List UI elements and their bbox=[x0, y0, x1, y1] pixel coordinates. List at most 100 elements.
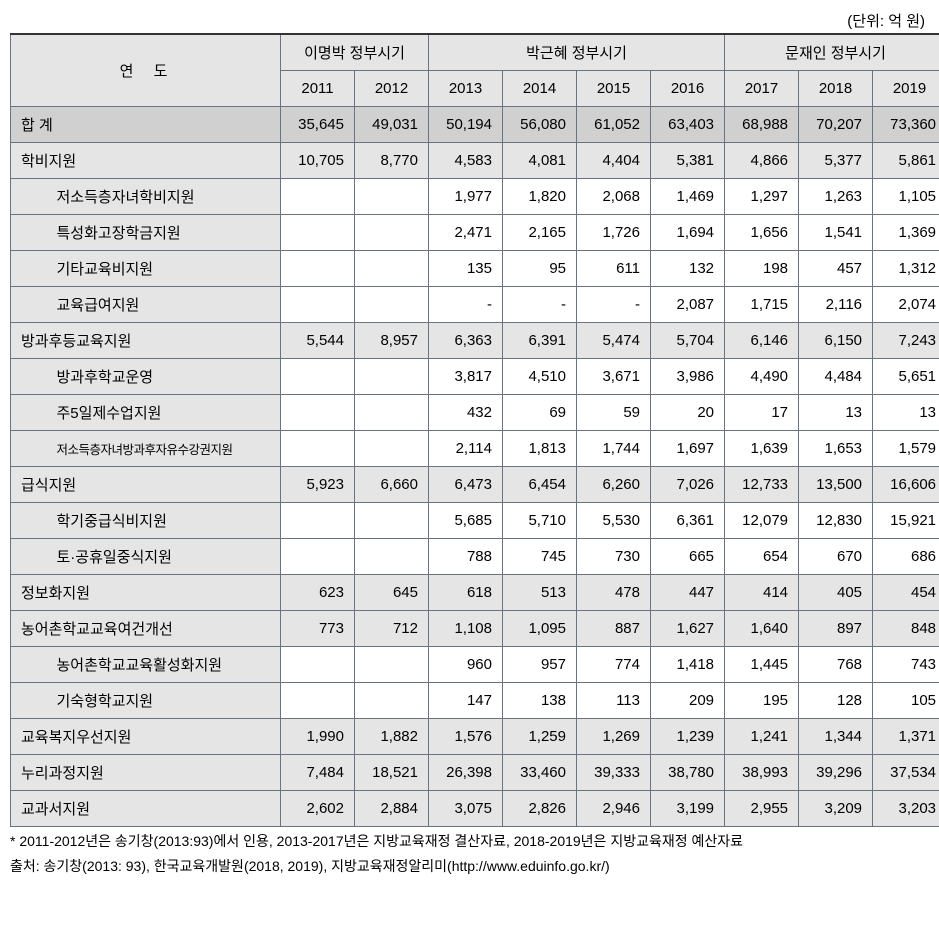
data-cell: 6,150 bbox=[799, 322, 873, 358]
data-cell: 5,685 bbox=[429, 502, 503, 538]
year-column-header: 2018 bbox=[799, 70, 873, 106]
indent-spacer bbox=[11, 286, 51, 322]
data-cell: 1,369 bbox=[873, 214, 939, 250]
data-cell: 2,116 bbox=[799, 286, 873, 322]
table-row: 농어촌학교교육여건개선7737121,1081,0958871,6271,640… bbox=[11, 610, 939, 646]
data-cell bbox=[355, 358, 429, 394]
data-cell: 2,068 bbox=[577, 178, 651, 214]
data-cell: 5,474 bbox=[577, 322, 651, 358]
table-row: 학비지원10,7058,7704,5834,0814,4045,3814,866… bbox=[11, 142, 939, 178]
data-cell: 4,081 bbox=[503, 142, 577, 178]
data-cell: 6,260 bbox=[577, 466, 651, 502]
data-cell: 414 bbox=[725, 574, 799, 610]
data-cell: 4,490 bbox=[725, 358, 799, 394]
data-cell: 1,263 bbox=[799, 178, 873, 214]
table-row: 특성화고장학금지원2,4712,1651,7261,6941,6561,5411… bbox=[11, 214, 939, 250]
row-label: 교육복지우선지원 bbox=[11, 718, 281, 754]
data-cell: 1,297 bbox=[725, 178, 799, 214]
row-label: 토·공휴일중식지원 bbox=[51, 538, 281, 574]
data-cell: 1,241 bbox=[725, 718, 799, 754]
data-cell: 1,639 bbox=[725, 430, 799, 466]
data-cell: 39,333 bbox=[577, 754, 651, 790]
data-cell: 1,694 bbox=[651, 214, 725, 250]
indent-spacer bbox=[11, 394, 51, 430]
data-cell: 665 bbox=[651, 538, 725, 574]
gov-period-header: 문재인 정부시기 bbox=[725, 34, 939, 70]
data-cell bbox=[355, 178, 429, 214]
data-cell: 897 bbox=[799, 610, 873, 646]
data-cell: 2,074 bbox=[873, 286, 939, 322]
data-cell: 12,079 bbox=[725, 502, 799, 538]
data-cell: 8,770 bbox=[355, 142, 429, 178]
data-cell: 712 bbox=[355, 610, 429, 646]
data-cell: 26,398 bbox=[429, 754, 503, 790]
data-cell: 6,361 bbox=[651, 502, 725, 538]
data-cell: 774 bbox=[577, 646, 651, 682]
data-cell: 618 bbox=[429, 574, 503, 610]
data-cell: 5,651 bbox=[873, 358, 939, 394]
data-cell bbox=[281, 358, 355, 394]
data-cell: 5,704 bbox=[651, 322, 725, 358]
data-cell bbox=[355, 646, 429, 682]
data-cell: 63,403 bbox=[651, 106, 725, 142]
data-cell: 2,826 bbox=[503, 790, 577, 826]
data-cell: 1,640 bbox=[725, 610, 799, 646]
data-cell: 1,108 bbox=[429, 610, 503, 646]
data-cell: 138 bbox=[503, 682, 577, 718]
data-cell: 1,813 bbox=[503, 430, 577, 466]
year-column-header: 2012 bbox=[355, 70, 429, 106]
data-cell: 3,075 bbox=[429, 790, 503, 826]
table-row: 저소득층자녀방과후자유수강권지원2,1141,8131,7441,6971,63… bbox=[11, 430, 939, 466]
data-cell: 3,209 bbox=[799, 790, 873, 826]
data-cell: 5,861 bbox=[873, 142, 939, 178]
data-cell: 6,363 bbox=[429, 322, 503, 358]
year-column-header: 2015 bbox=[577, 70, 651, 106]
data-cell: 59 bbox=[577, 394, 651, 430]
data-cell: 1,579 bbox=[873, 430, 939, 466]
data-cell: 6,660 bbox=[355, 466, 429, 502]
data-cell: 645 bbox=[355, 574, 429, 610]
data-cell: 35,645 bbox=[281, 106, 355, 142]
data-cell: 1,239 bbox=[651, 718, 725, 754]
data-cell bbox=[281, 214, 355, 250]
row-label: 정보화지원 bbox=[11, 574, 281, 610]
row-label: 기타교육비지원 bbox=[51, 250, 281, 286]
unit-label: (단위: 억 원) bbox=[10, 10, 929, 31]
data-cell: 2,165 bbox=[503, 214, 577, 250]
data-cell: 7,026 bbox=[651, 466, 725, 502]
data-cell: 1,576 bbox=[429, 718, 503, 754]
data-cell: 1,344 bbox=[799, 718, 873, 754]
data-cell bbox=[281, 250, 355, 286]
data-cell: 13,500 bbox=[799, 466, 873, 502]
year-column-header: 2019 bbox=[873, 70, 939, 106]
data-cell bbox=[355, 538, 429, 574]
data-cell: 743 bbox=[873, 646, 939, 682]
data-cell: 18,521 bbox=[355, 754, 429, 790]
data-cell: 4,583 bbox=[429, 142, 503, 178]
data-cell: 768 bbox=[799, 646, 873, 682]
data-cell: 1,882 bbox=[355, 718, 429, 754]
data-cell: 12,733 bbox=[725, 466, 799, 502]
data-cell: 37,534 bbox=[873, 754, 939, 790]
data-cell: 105 bbox=[873, 682, 939, 718]
indent-spacer bbox=[11, 646, 51, 682]
data-cell: 1,656 bbox=[725, 214, 799, 250]
data-cell: 2,114 bbox=[429, 430, 503, 466]
data-cell: 68,988 bbox=[725, 106, 799, 142]
data-cell bbox=[355, 430, 429, 466]
footnotes: * 2011-2012년은 송기창(2013:93)에서 인용, 2013-20… bbox=[10, 831, 929, 877]
data-cell: 1,726 bbox=[577, 214, 651, 250]
data-cell: 1,653 bbox=[799, 430, 873, 466]
data-cell: 10,705 bbox=[281, 142, 355, 178]
table-row: 급식지원5,9236,6606,4736,4546,2607,02612,733… bbox=[11, 466, 939, 502]
footnote-line: 출처: 송기창(2013: 93), 한국교육개발원(2018, 2019), … bbox=[10, 856, 929, 877]
data-cell: 670 bbox=[799, 538, 873, 574]
table-row: 누리과정지원7,48418,52126,39833,46039,33338,78… bbox=[11, 754, 939, 790]
data-cell: 848 bbox=[873, 610, 939, 646]
data-cell: 1,697 bbox=[651, 430, 725, 466]
data-cell bbox=[281, 286, 355, 322]
data-cell: 95 bbox=[503, 250, 577, 286]
data-cell: 12,830 bbox=[799, 502, 873, 538]
data-cell bbox=[281, 394, 355, 430]
data-cell: 447 bbox=[651, 574, 725, 610]
